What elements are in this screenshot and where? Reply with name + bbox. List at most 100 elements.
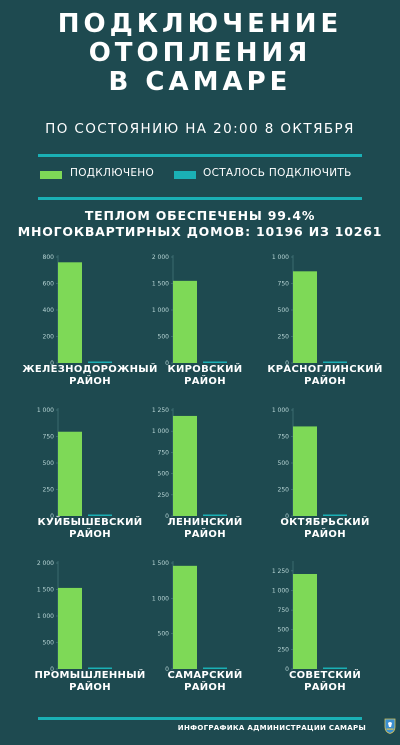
y-tick-label: 1 500 (152, 560, 169, 567)
district-label: КУЙБЫШЕВСКИЙ РАЙОН (15, 517, 165, 541)
y-tick-label: 1 000 (272, 407, 289, 414)
y-tick-label: 1 000 (272, 254, 289, 261)
district-chart-plot: 0 500 1 000 1 500 2 000 (37, 560, 112, 673)
y-tick-label: 750 (43, 434, 55, 441)
district-chart-plot: 0 250 500 750 1 000 1 250 (272, 561, 347, 673)
y-tick-label: 500 (158, 471, 170, 478)
y-tick-label: 1 250 (152, 407, 169, 414)
district-chart-plot: 0 250 500 750 1 000 (37, 407, 112, 520)
district-chart: 0 250 500 750 1 000 1 250 ЛЕНИНСКИЙ РАЙОН (145, 400, 265, 540)
y-tick-label: 750 (278, 281, 290, 288)
district-label: СОВЕТСКИЙ РАЙОН (250, 670, 400, 694)
district-label: ЛЕНИНСКИЙ РАЙОН (130, 517, 280, 541)
samara-coat-of-arms-icon (384, 718, 396, 734)
bar-remaining (203, 514, 227, 516)
y-tick-label: 0 (285, 513, 289, 520)
y-tick-label: 250 (278, 646, 290, 653)
district-chart-plot: 0 500 1 000 1 500 2 000 (152, 254, 227, 367)
bar-connected (58, 587, 82, 669)
district-label: ПРОМЫШЛЕННЫЙ РАЙОН (15, 670, 165, 694)
legend-label-connected: ПОДКЛЮЧЕНО (70, 167, 155, 179)
y-tick-label: 500 (43, 640, 55, 647)
y-tick-label: 750 (278, 607, 290, 614)
legend-label-remaining: ОСТАЛОСЬ ПОДКЛЮЧИТЬ (203, 167, 352, 179)
y-tick-label: 0 (285, 360, 289, 367)
district-chart: 0 250 500 750 1 000 1 250 СОВЕТСКИЙ РАЙОН (265, 553, 385, 693)
summary-text: ТЕПЛОМ ОБЕСПЕЧЕНЫ 99.4% МНОГОКВАРТИРНЫХ … (0, 208, 400, 240)
y-tick-label: 1 000 (152, 595, 169, 602)
district-label-line: РАЙОН (184, 376, 226, 387)
district-label: ОКТЯБРЬСКИЙ РАЙОН (250, 517, 400, 541)
district-chart-plot: 0 250 500 750 1 000 (272, 407, 347, 520)
district-chart-plot: 0 250 500 750 1 000 (272, 254, 347, 367)
y-tick-label: 1 500 (37, 587, 54, 594)
y-tick-label: 1 000 (152, 307, 169, 314)
district-label-line: КУЙБЫШЕВСКИЙ (37, 517, 143, 528)
district-chart-plot: 0 250 500 750 1 000 1 250 (152, 407, 227, 520)
y-tick-label: 1 000 (37, 613, 54, 620)
district-label-line: САМАРСКИЙ (167, 670, 243, 681)
y-tick-label: 500 (278, 307, 290, 314)
bar-connected (173, 565, 197, 669)
divider-top (38, 154, 362, 157)
y-tick-label: 0 (165, 513, 169, 520)
district-label-line: РАЙОН (304, 376, 346, 387)
legend-swatch-connected (40, 171, 62, 179)
page-title: ПОДКЛЮЧЕНИЕ ОТОПЛЕНИЯ В САМАРЕ (0, 10, 400, 97)
y-tick-label: 1 500 (152, 281, 169, 288)
divider-bottom (38, 717, 362, 720)
bar-connected (293, 271, 317, 363)
bar-remaining (203, 361, 227, 363)
district-label-line: РАЙОН (304, 682, 346, 693)
y-tick-label: 250 (278, 487, 290, 494)
title-line-1: ПОДКЛЮЧЕНИЕ (57, 9, 343, 39)
district-chart: 0 250 500 750 1 000 КУЙБЫШЕВСКИЙ РАЙОН (30, 400, 150, 540)
district-label-line: РАЙОН (184, 682, 226, 693)
district-chart: 0 200 400 600 800 ЖЕЛЕЗНОДОРОЖНЫЙ РАЙОН (22, 247, 157, 387)
footer-credit: ИНФОГРАФИКА АДМИНИСТРАЦИИ САМАРЫ (177, 724, 366, 732)
y-tick-label: 1 000 (37, 407, 54, 414)
bar-remaining (323, 514, 347, 516)
district-label-line: ОКТЯБРЬСКИЙ (280, 517, 370, 528)
y-tick-label: 500 (43, 460, 55, 467)
district-chart: 0 500 1 000 1 500 САМАРСКИЙ РАЙОН (145, 553, 265, 693)
bar-remaining (203, 667, 227, 669)
bar-connected (58, 431, 82, 516)
y-tick-label: 1 000 (272, 587, 289, 594)
district-chart-plot: 0 200 400 600 800 (43, 254, 112, 367)
bar-connected (173, 280, 197, 363)
bar-connected (293, 426, 317, 516)
page-subtitle: ПО СОСТОЯНИЮ НА 20:00 8 ОКТЯБРЯ (45, 121, 355, 137)
y-tick-label: 0 (50, 666, 54, 673)
district-label: КРАСНОГЛИНСКИЙ РАЙОН (250, 364, 400, 388)
y-tick-label: 0 (165, 666, 169, 673)
y-tick-label: 200 (43, 334, 55, 341)
y-tick-label: 0 (165, 360, 169, 367)
district-label-line: КРАСНОГЛИНСКИЙ (267, 364, 383, 375)
district-label-line: СОВЕТСКИЙ (288, 670, 362, 681)
y-tick-label: 500 (278, 460, 290, 467)
y-tick-label: 1 250 (272, 568, 289, 575)
bar-remaining (88, 361, 112, 363)
district-chart: 0 250 500 750 1 000 ОКТЯБРЬСКИЙ РАЙОН (265, 400, 385, 540)
title-line-3: В САМАРЕ (108, 67, 292, 97)
district-label-line: РАЙОН (304, 529, 346, 540)
legend: ПОДКЛЮЧЕНО ОСТАЛОСЬ ПОДКЛЮЧИТЬ (0, 165, 400, 185)
district-chart: 0 250 500 750 1 000 КРАСНОГЛИНСКИЙ РАЙОН (265, 247, 385, 387)
y-tick-label: 750 (158, 449, 170, 456)
bar-remaining (88, 667, 112, 669)
y-tick-label: 800 (43, 254, 55, 261)
y-tick-label: 0 (50, 360, 54, 367)
district-label-line: РАЙОН (69, 376, 111, 387)
y-tick-label: 500 (278, 627, 290, 634)
district-label-line: ЛЕНИНСКИЙ (167, 517, 243, 528)
bar-remaining (323, 667, 347, 669)
legend-swatch-remaining (174, 171, 196, 179)
district-chart-plot: 0 500 1 000 1 500 (152, 560, 227, 673)
y-tick-label: 2 000 (37, 560, 54, 567)
divider-middle (38, 197, 362, 200)
y-tick-label: 400 (43, 307, 55, 314)
district-label: САМАРСКИЙ РАЙОН (130, 670, 280, 694)
district-label-line: РАЙОН (69, 682, 111, 693)
y-tick-label: 600 (43, 281, 55, 288)
